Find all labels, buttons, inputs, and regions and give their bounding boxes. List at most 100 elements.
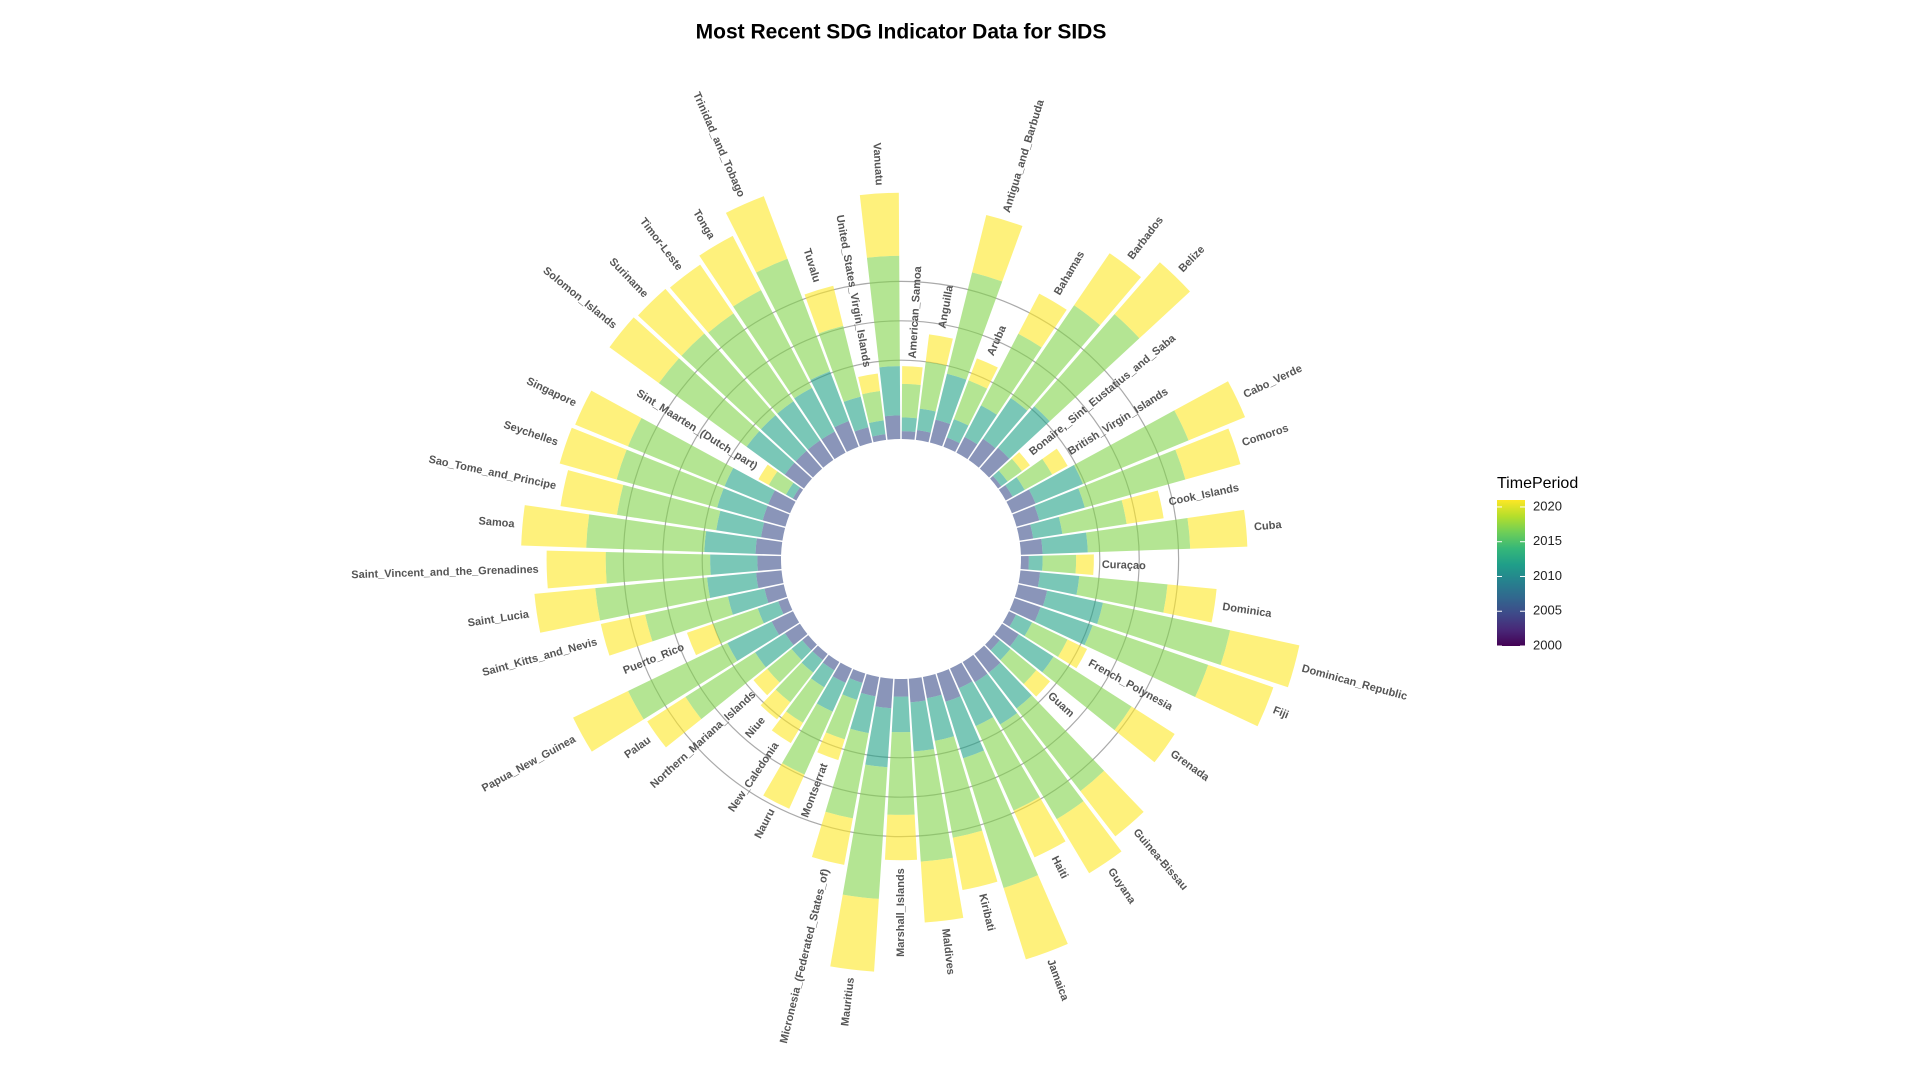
bar-segment [616,449,724,508]
category-label: Cabo_Verde [1242,363,1305,401]
bar-segment [1006,489,1036,514]
bar-segment [1016,695,1105,792]
bar-segment [1018,293,1067,348]
category-label: Curaçao [1102,559,1147,572]
category-label: Trinidad_and_Tobago [690,90,747,199]
category-label: Mauritius [839,977,857,1027]
bar-segment [884,415,901,440]
bar-segment [887,731,915,815]
bar-segment [786,678,825,723]
category-label: Dominica [1222,601,1274,620]
bar-segment [908,677,926,703]
bar-segment [929,419,951,447]
category-label: Vanuatu [870,142,885,185]
bar-segment [990,475,1002,489]
bar-segment [753,668,780,696]
bar-segment [794,387,835,440]
bar-segment [972,214,1023,282]
category-label: Nauru [752,807,777,841]
bar-segment [1023,670,1051,697]
bar-segment [710,554,758,575]
bar-segment [699,235,761,307]
category-label: American_Samoa [907,265,925,359]
bar-segment [958,681,994,727]
bar-segment [913,749,953,862]
bar-segment [1000,648,1037,684]
bar-segment [795,450,823,478]
bar-segment [764,584,788,603]
chart-title: Most Recent SDG Indicator Data for SIDS [696,21,1107,44]
bar-segment [1042,448,1068,475]
bar-segment [1080,770,1144,837]
bar-segment [926,694,954,741]
bar-segment [595,577,711,621]
bar-segment [1076,575,1168,613]
bar-segment [854,427,873,447]
bar-segment [767,648,802,683]
bar-segment [707,572,759,599]
bar-segment [762,505,790,527]
bar-segment [816,676,846,712]
category-label: Tuvalu [801,247,823,284]
bar-segment [708,313,794,414]
bar-segment [891,696,911,733]
category-label: Guyana [1105,866,1138,907]
bar-segment [862,391,884,424]
bar-segment [1163,584,1217,623]
bar-segment [1028,555,1043,571]
bar-segment [1042,554,1077,574]
bar-segment [974,673,1018,725]
bar-segment [1056,801,1122,874]
bar-segment [936,669,961,702]
bar-segment [920,857,964,923]
bar-segment [925,334,953,366]
bar-segment [1000,713,1084,820]
category-label: Singapore [524,375,578,409]
bar-segment [858,373,880,395]
bar-segment [968,438,996,468]
bar-segment [825,728,869,819]
bar-segment [605,551,711,584]
bar-segment [822,654,840,671]
bar-segment [872,434,887,443]
bar-segment [859,192,900,258]
bar-segment [778,598,793,615]
bar-segment [784,623,808,646]
category-label: Saint_Lucia [467,608,531,629]
bar-segment [868,420,886,437]
bar-segment [1010,305,1101,411]
bar-segment [521,505,590,548]
bar-segment [782,703,833,775]
bar-segment [1187,509,1248,549]
bar-segment [946,419,969,444]
bar-segment [825,694,858,740]
bar-segment [609,317,679,384]
category-label: Cuba [1254,519,1283,533]
category-label: Barbados [1126,214,1166,262]
bar-segment [560,470,624,515]
bar-segment [979,447,1010,478]
bar-segment [950,662,973,689]
bar-segment [946,272,1003,380]
bar-segment [804,285,844,334]
colorbar-tick-label: 2015 [1533,533,1562,548]
bar-segment [757,555,782,571]
bar-segment [975,717,1040,811]
category-label: Saint_Vincent_and_the_Grenadines [351,564,539,582]
bar-segment [1114,262,1191,339]
bar-segment [775,662,814,703]
bar-segment [1058,500,1127,534]
bar-segment [901,417,917,432]
bar-segment [785,482,800,499]
bar-segment [919,361,947,412]
bar-segment [638,288,705,356]
category-label: Solomon_Islands [541,265,619,332]
category-label: Jamaica [1044,958,1071,1004]
bar-segment [768,490,796,514]
bar-segment [716,510,765,538]
bar-segment [810,371,849,428]
bar-segment [1012,505,1040,527]
bar-segment [586,514,707,553]
bar-segment [962,654,988,683]
bar-segment [917,408,936,433]
